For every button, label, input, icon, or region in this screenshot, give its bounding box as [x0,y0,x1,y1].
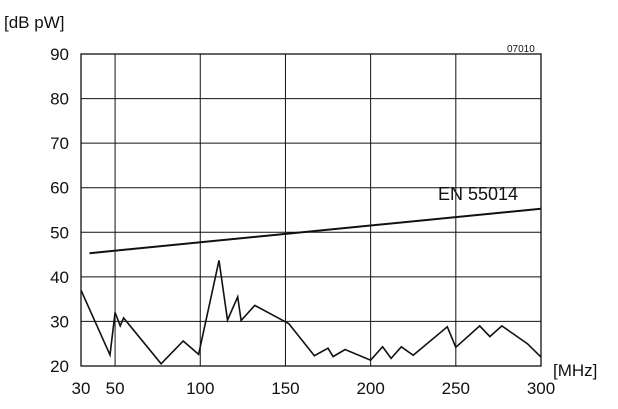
plot-frame [80,53,542,367]
en55014-label: EN 55014 [438,184,518,204]
x-tick-label-100: 100 [186,379,214,398]
measurement-line [80,260,542,366]
x-tick-label-150: 150 [271,379,299,398]
y-tick-label-70: 70 [50,134,69,153]
en55014-limit-line [89,207,542,255]
x-tick-label-300: 300 [527,379,555,398]
x-tick-label-200: 200 [356,379,384,398]
x-tick-label-30: 30 [72,379,91,398]
y-tick-label-60: 60 [50,179,69,198]
y-tick-label-40: 40 [50,268,69,287]
y-tick-label-50: 50 [50,223,69,242]
y-axis-label: [dB pW] [4,13,64,32]
x-tick-label-50: 50 [106,379,125,398]
y-tick-label-20: 20 [50,357,69,376]
x-axis-label: [MHz] [553,361,597,380]
y-tick-label-30: 30 [50,312,69,331]
y-tick-label-80: 80 [50,90,69,109]
y-tick-label-90: 90 [50,45,69,64]
x-tick-label-250: 250 [442,379,470,398]
figure-code: 07010 [507,44,535,55]
grid [81,54,541,366]
